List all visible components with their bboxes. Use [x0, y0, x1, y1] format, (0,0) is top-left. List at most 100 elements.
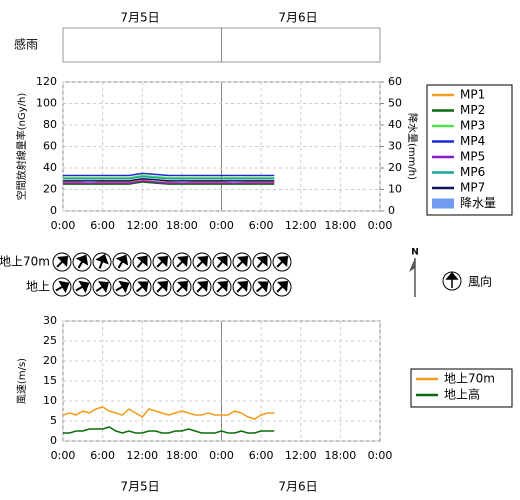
wind-arrow [272, 277, 292, 297]
wind-arrow [252, 252, 272, 272]
x-tick-label: 18:00 [325, 449, 357, 462]
y-axis-label: 空間放射線量率(nGy/h) [15, 93, 28, 201]
wind-arrow [132, 252, 152, 272]
wind-arrow [172, 252, 192, 272]
y-axis-label: 風速(m/s) [16, 358, 28, 404]
wind-arrow-shape [236, 255, 249, 268]
y-tick-label: 80 [43, 118, 57, 131]
wind-arrow-shape [196, 280, 209, 293]
series-line [63, 172, 275, 177]
legend-label: 地上70m [444, 372, 495, 386]
wind-arrow [72, 252, 92, 272]
series-line [63, 181, 275, 185]
wind-arrow-shape [115, 254, 129, 269]
wind-arrow [72, 277, 92, 297]
y-tick-label: 25 [43, 334, 57, 347]
wind-arrow [252, 277, 272, 297]
wind-arrow [192, 252, 212, 272]
y-tick-label: 20 [43, 354, 57, 367]
y-tick-label: 100 [36, 97, 57, 110]
y2-tick-label: 0 [388, 204, 395, 217]
x-tick-label: 12:00 [285, 219, 317, 232]
x-tick-label: 0:00 [209, 449, 234, 462]
x-tick-label: 0:00 [368, 449, 393, 462]
wind-arrow [92, 252, 112, 272]
wind-arrow [112, 277, 132, 297]
y2-tick-label: 20 [388, 161, 402, 174]
legend-label: MP5 [460, 150, 485, 164]
legend-box [410, 368, 513, 408]
x-tick-label: 18:00 [325, 219, 357, 232]
wind-arrow [52, 252, 72, 272]
y2-tick-label: 30 [388, 140, 402, 153]
wind-arrow [272, 252, 292, 272]
legend-label: MP7 [460, 181, 485, 195]
x-tick-label: 18:00 [166, 449, 198, 462]
wind-arrow-shape [136, 255, 148, 269]
wind-arrow-shape [156, 255, 169, 268]
y-tick-label: 40 [43, 161, 57, 174]
y2-tick-label: 50 [388, 97, 402, 110]
x-tick-label: 12:00 [285, 449, 317, 462]
wind-arrow [112, 252, 132, 272]
y-tick-label: 0 [50, 204, 57, 217]
wind-arrow-shape [95, 281, 110, 293]
x-tick-label: 18:00 [166, 219, 198, 232]
x-tick-label: 0:00 [368, 219, 393, 232]
wind-arrow-shape [176, 280, 189, 293]
wind-arrow [152, 277, 172, 297]
wind-arrow-shape [216, 255, 228, 269]
series-line [63, 180, 275, 184]
x-tick-label: 6:00 [90, 449, 115, 462]
wind-arrow [212, 277, 232, 297]
date-label: 7月6日 [278, 480, 317, 494]
wind-arrow-shape [75, 254, 89, 269]
wind-arrow-shape [56, 255, 69, 268]
wind-arrow-shape [236, 280, 249, 293]
wind-arrow [152, 252, 172, 272]
legend-label: MP3 [460, 119, 485, 133]
wind-arrow-shape [55, 280, 70, 294]
y-tick-label: 20 [43, 183, 57, 196]
wind-arrow-shape [216, 280, 229, 293]
y-tick-label: 5 [50, 414, 57, 427]
wind-arrow [132, 277, 152, 297]
series-line [63, 174, 275, 179]
y2-axis-label: 降水量(mm/h) [406, 113, 419, 180]
x-tick-label: 0:00 [51, 449, 76, 462]
legend-box [426, 84, 513, 216]
wind-arrow-shape [115, 280, 130, 294]
y2-tick-label: 60 [388, 75, 402, 88]
legend-label: MP4 [460, 134, 485, 148]
y-tick-label: 60 [43, 140, 57, 153]
wind-arrow-shape [196, 255, 209, 268]
compass: N [409, 248, 419, 297]
x-tick-label: 0:00 [209, 219, 234, 232]
y-tick-label: 30 [43, 314, 57, 327]
date-label: 7月5日 [120, 11, 159, 25]
wind-arrow-shape [176, 255, 189, 268]
wind-arrow-shape [135, 281, 149, 293]
series-line [63, 178, 275, 182]
wind-arrow-shape [156, 280, 169, 293]
wind-arrow-shape [276, 280, 289, 293]
x-tick-label: 6:00 [249, 219, 274, 232]
y2-tick-label: 40 [388, 118, 402, 131]
y-tick-label: 120 [36, 75, 57, 88]
wind-arrow [52, 277, 72, 297]
wind-arrow [192, 277, 212, 297]
wind-arrow [232, 252, 252, 272]
wind-legend-label: 風向 [468, 274, 492, 289]
wind-arrow [172, 277, 192, 297]
x-tick-label: 0:00 [51, 219, 76, 232]
y-tick-label: 10 [43, 394, 57, 407]
wind-arrow [232, 277, 252, 297]
x-tick-label: 6:00 [249, 449, 274, 462]
y-tick-label: 0 [50, 434, 57, 447]
x-tick-label: 12:00 [126, 449, 158, 462]
date-label: 7月5日 [120, 480, 159, 494]
wind-arrow-shape [75, 280, 90, 294]
legend-label: MP2 [460, 103, 485, 117]
wind-arrow [212, 252, 232, 272]
wind-arrow-shape [256, 255, 268, 269]
